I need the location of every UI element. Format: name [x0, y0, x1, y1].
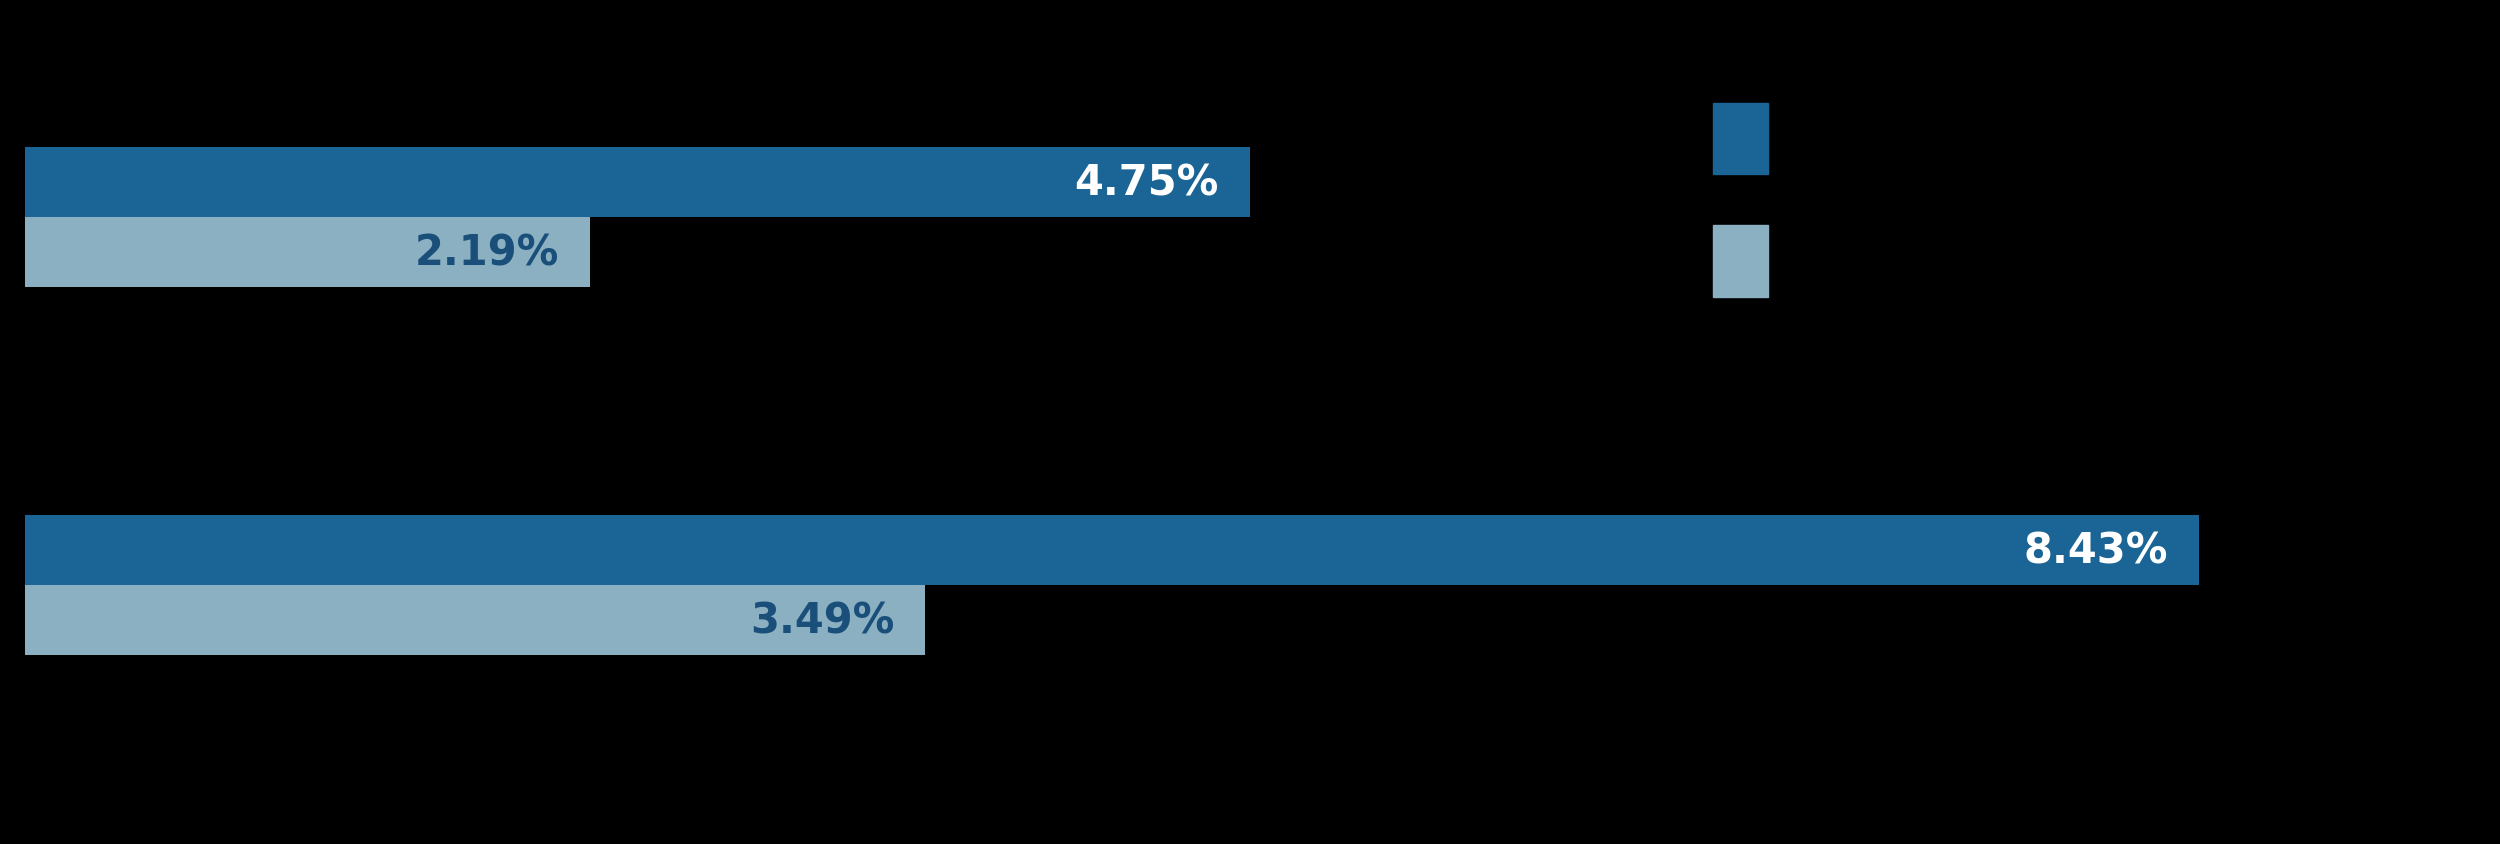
Bar [25, 586, 925, 656]
Text: 3.49%: 3.49% [750, 599, 895, 641]
Text: 8.43%: 8.43% [2023, 530, 2168, 571]
Bar [25, 516, 2200, 586]
Text: 2.19%: 2.19% [415, 232, 560, 273]
Text: 4.75%: 4.75% [1075, 162, 1220, 204]
Bar [25, 149, 1250, 218]
Bar [25, 218, 590, 288]
